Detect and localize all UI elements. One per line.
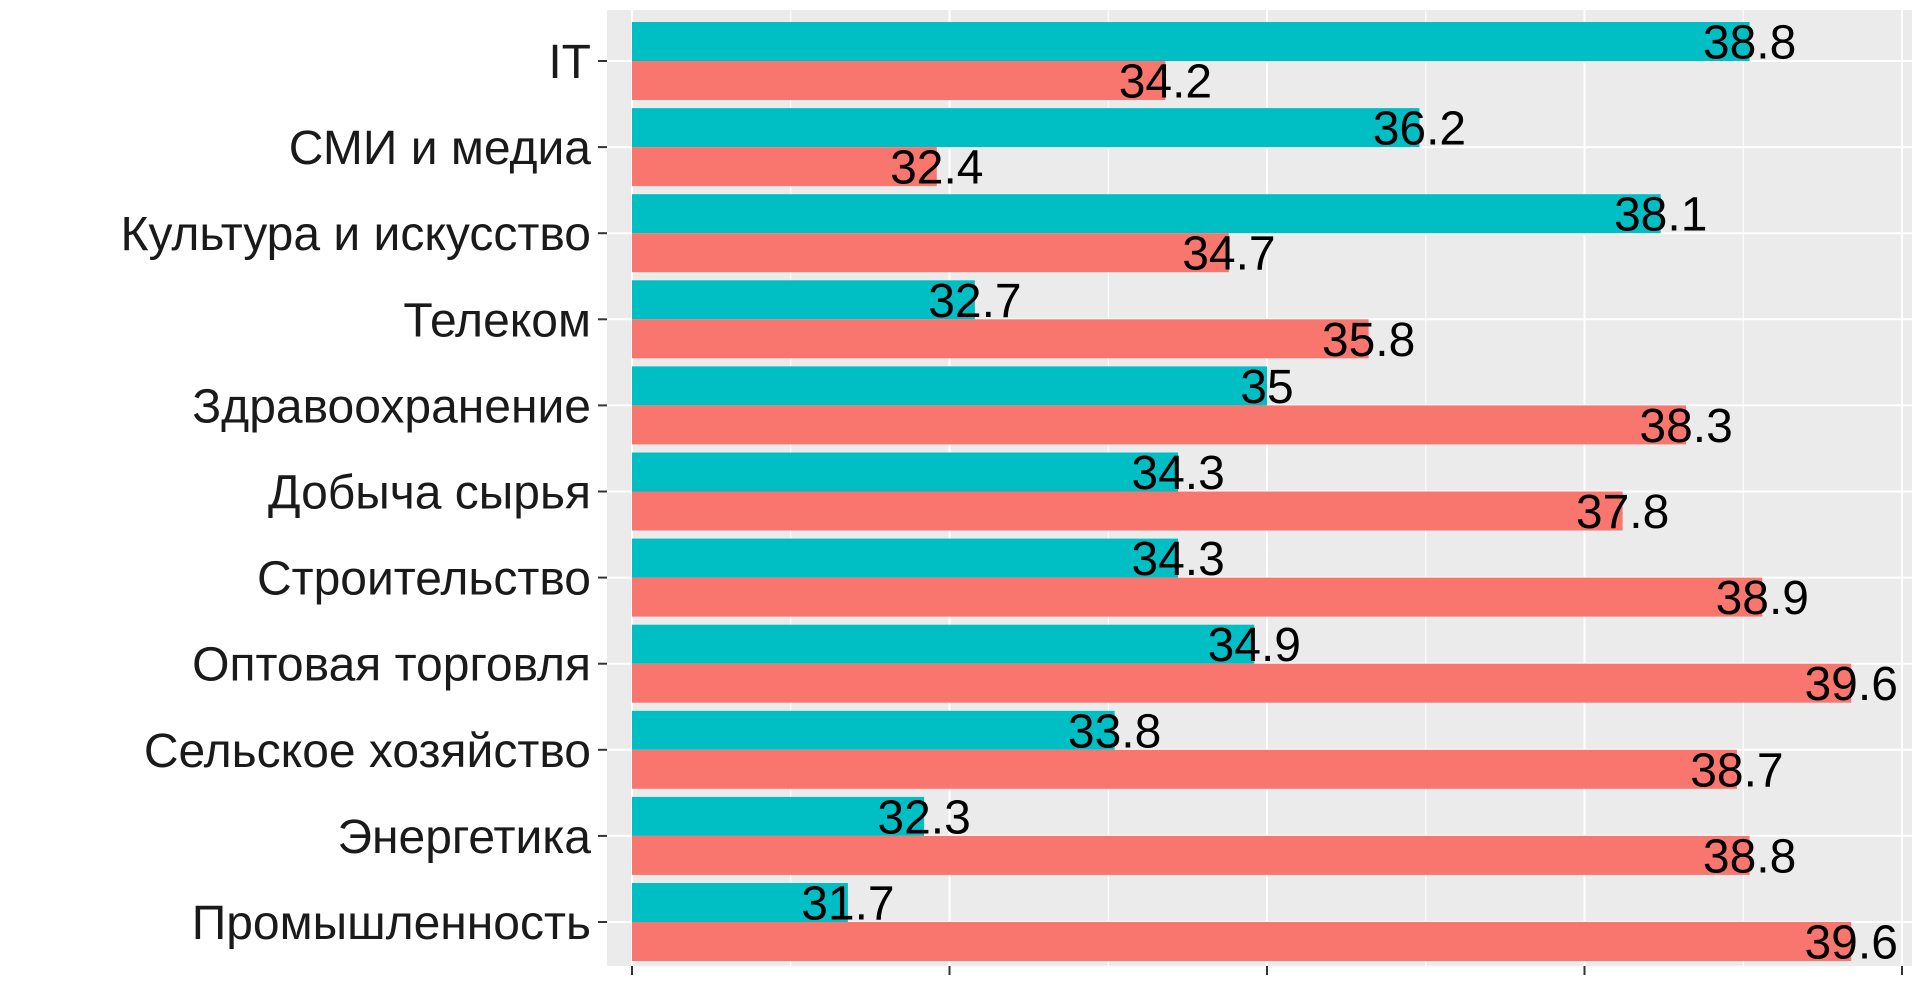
value-label: 32.4 [890,142,983,195]
bar-salmon [632,405,1687,445]
value-label: 34.3 [1131,447,1224,500]
value-label: 32.3 [877,791,970,844]
category-label: Телеком [403,294,591,347]
value-label: 38.1 [1614,189,1707,242]
bar-salmon [632,835,1750,875]
value-label: 38.8 [1703,17,1796,70]
category-label: Строительство [257,553,591,606]
value-labels: 38.8 34.2 36.2 32.4 38.1 34.7 32.7 35.8 35 38.3 34… [801,17,1898,970]
category-label: Сельское хозяйство [144,725,591,778]
value-label: 32.7 [928,275,1021,328]
category-label: IT [548,36,591,89]
value-label: 38.3 [1639,400,1732,453]
bar-salmon [632,147,937,187]
bar-salmon [632,233,1229,273]
category-label: Культура и искусство [121,208,591,261]
value-label: 34.2 [1119,56,1212,109]
bars [632,22,1852,961]
bar-salmon [632,61,1166,100]
value-label: 33.8 [1068,705,1161,758]
value-label: 31.7 [801,878,894,931]
value-label: 38.7 [1690,744,1783,797]
axes: IT СМИ и медиа Культура и искусство Телеком… [121,36,1903,975]
bar-teal [632,452,1179,492]
bar-teal [632,108,1420,148]
value-label: 39.6 [1804,658,1897,711]
bar-salmon [632,319,1369,359]
bar-salmon [632,577,1763,617]
value-label: 35.8 [1322,314,1415,367]
category-label: Добыча сырья [268,467,591,520]
value-label: 36.2 [1373,103,1466,156]
value-label: 38.8 [1703,830,1796,883]
value-label: 38.9 [1716,572,1809,625]
category-label: Промышленность [192,897,591,950]
bar-teal [632,22,1750,61]
bar-salmon [632,663,1852,703]
bar-teal [632,538,1179,578]
category-label: СМИ и медиа [289,122,592,175]
bar-teal [632,366,1267,406]
bar-teal [632,883,848,922]
bar-teal [632,624,1255,664]
bar-salmon [632,922,1852,961]
bar-teal [632,280,975,320]
value-label: 34.7 [1182,228,1275,281]
bar-teal [632,194,1661,234]
bar-teal [632,796,925,836]
value-label: 35 [1240,361,1293,414]
value-label: 39.6 [1804,917,1897,970]
value-label: 34.3 [1131,533,1224,586]
category-label: Оптовая торговля [192,639,591,692]
value-label: 34.9 [1208,619,1301,672]
category-label: Энергетика [338,811,592,864]
bar-salmon [632,491,1623,531]
value-label: 37.8 [1576,486,1669,539]
bar-teal [632,710,1115,750]
bar-salmon [632,749,1737,789]
category-label: Здравоохранение [192,380,591,433]
